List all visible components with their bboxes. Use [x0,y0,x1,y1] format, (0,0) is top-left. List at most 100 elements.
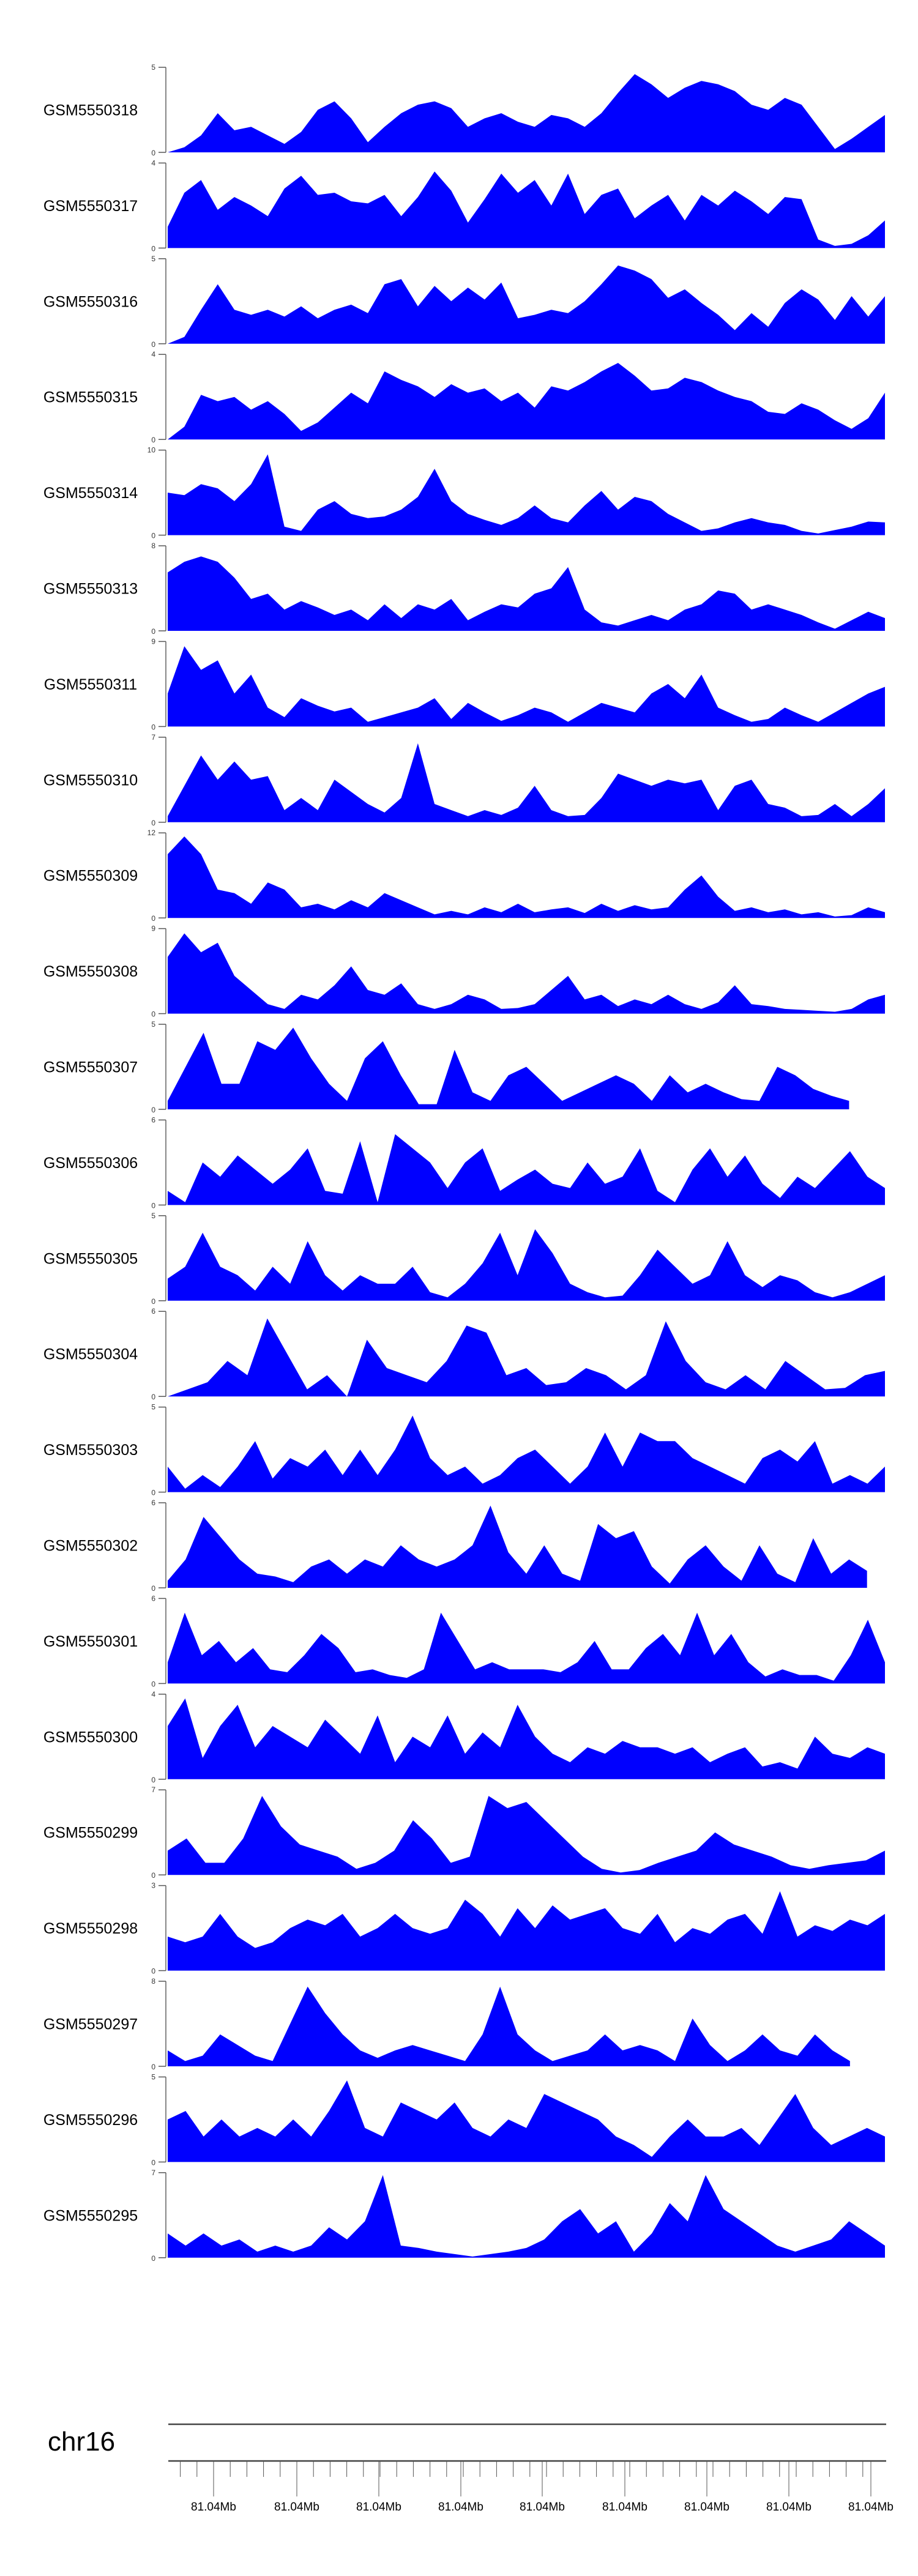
y-tick-label-min: 0 [151,627,155,636]
x-tick-label: 81.04Mb [766,2501,812,2514]
y-tick-label-min: 0 [151,819,155,827]
coverage-area [168,2080,885,2162]
track-label: GSM5550305 [43,1250,138,1267]
y-tick-label-min: 0 [151,723,155,731]
y-tick-label-max: 8 [151,1977,155,1986]
track-label: GSM5550306 [43,1155,138,1172]
track-GSM5550297: GSM5550297 8 0 [43,1977,850,2071]
x-tick-label: 81.04Mb [684,2501,730,2514]
y-tick-label-min: 0 [151,1010,155,1019]
y-tick-label-min: 0 [151,1680,155,1688]
coverage-area [168,1318,885,1397]
track-label: GSM5550295 [43,2207,138,2224]
y-tick-label-max: 9 [151,637,155,646]
track-label: GSM5550309 [43,868,138,885]
track-label: GSM5550302 [43,1538,138,1555]
track-label: GSM5550296 [43,2112,138,2129]
y-tick-label-min: 0 [151,244,155,253]
coverage-area [168,1986,850,2066]
coverage-area [168,836,885,918]
track-GSM5550317: GSM5550317 4 0 [43,158,885,253]
track-label: GSM5550297 [43,2016,138,2033]
track-GSM5550311: GSM5550311 9 0 [44,637,885,731]
y-tick-label-min: 0 [151,1201,155,1210]
y-tick-label-min: 0 [151,1297,155,1306]
track-GSM5550305: GSM5550305 5 0 [43,1212,885,1306]
track-label: GSM5550318 [43,102,138,119]
track-label: GSM5550300 [43,1729,138,1746]
track-label: GSM5550307 [43,1059,138,1076]
y-tick-label-max: 7 [151,2168,155,2177]
y-tick-label-min: 0 [151,2158,155,2167]
y-tick-label-min: 0 [151,2063,155,2071]
y-tick-label-min: 0 [151,914,155,923]
track-label: GSM5550313 [43,581,138,598]
y-tick-label-max: 5 [151,63,155,72]
coverage-area [168,454,885,535]
y-tick-label-min: 0 [151,1106,155,1114]
coverage-area [168,171,885,248]
y-tick-label-max: 5 [151,255,155,263]
track-label: GSM5550299 [43,1825,138,1842]
y-tick-label-max: 6 [151,1115,155,1124]
coverage-area [168,1698,885,1779]
y-tick-label-min: 0 [151,1871,155,1880]
y-tick-label-min: 0 [151,1489,155,1497]
coverage-area [168,743,885,822]
track-label: GSM5550317 [43,198,138,215]
track-GSM5550314: GSM5550314 10 0 [43,446,885,540]
coverage-area [168,1891,885,1971]
y-tick-label-max: 4 [151,350,155,359]
x-tick-label: 81.04Mb [520,2501,565,2514]
track-GSM5550308: GSM5550308 9 0 [43,925,885,1019]
y-tick-label-min: 0 [151,1393,155,1401]
track-GSM5550299: GSM5550299 7 0 [43,1785,885,1880]
x-tick-label: 81.04Mb [602,2501,647,2514]
coverage-area [168,1796,885,1875]
track-label: GSM5550304 [43,1346,138,1363]
coverage-area [168,1027,849,1109]
track-GSM5550306: GSM5550306 6 0 [43,1115,885,1210]
y-tick-label-max: 4 [151,158,155,167]
x-tick-label: 81.04Mb [848,2501,894,2514]
track-GSM5550309: GSM5550309 12 0 [43,828,885,923]
y-tick-label-min: 0 [151,1584,155,1593]
track-GSM5550310: GSM5550310 7 0 [43,733,885,827]
track-GSM5550303: GSM5550303 5 0 [43,1403,885,1497]
track-label: GSM5550310 [43,772,138,789]
y-tick-label-max: 7 [151,1785,155,1794]
track-GSM5550295: GSM5550295 7 0 [43,2168,885,2263]
coverage-area [168,556,885,631]
y-tick-label-min: 0 [151,532,155,540]
track-GSM5550318: GSM5550318 5 0 [43,63,885,157]
y-tick-label-max: 5 [151,2072,155,2081]
y-tick-label-min: 0 [151,149,155,157]
x-tick-label: 81.04Mb [191,2501,236,2514]
y-tick-label-min: 0 [151,1967,155,1976]
track-label: GSM5550316 [43,293,138,310]
coverage-area [168,646,885,727]
track-GSM5550296: GSM5550296 5 0 [43,2072,885,2167]
y-tick-label-max: 12 [147,828,156,837]
track-GSM5550300: GSM5550300 4 0 [43,1690,885,1784]
track-GSM5550316: GSM5550316 5 0 [43,255,885,349]
x-tick-label: 81.04Mb [274,2501,319,2514]
y-tick-label-max: 5 [151,1212,155,1220]
y-tick-label-min: 0 [151,340,155,349]
coverage-area [168,74,885,152]
coverage-area [168,1612,885,1684]
track-GSM5550304: GSM5550304 6 0 [43,1307,885,1401]
chromosome-label: chr16 [48,2427,115,2457]
y-tick-label-min: 0 [151,1776,155,1784]
track-label: GSM5550315 [43,389,138,406]
y-tick-label-max: 10 [147,446,156,455]
y-tick-label-min: 0 [151,436,155,444]
y-tick-label-max: 7 [151,733,155,742]
y-tick-label-max: 6 [151,1307,155,1316]
x-tick-label: 81.04Mb [356,2501,401,2514]
coverage-area [168,1134,885,1205]
coverage-area [168,363,885,440]
track-GSM5550298: GSM5550298 3 0 [43,1882,885,1976]
coverage-area [168,1415,885,1492]
y-tick-label-max: 6 [151,1498,155,1507]
